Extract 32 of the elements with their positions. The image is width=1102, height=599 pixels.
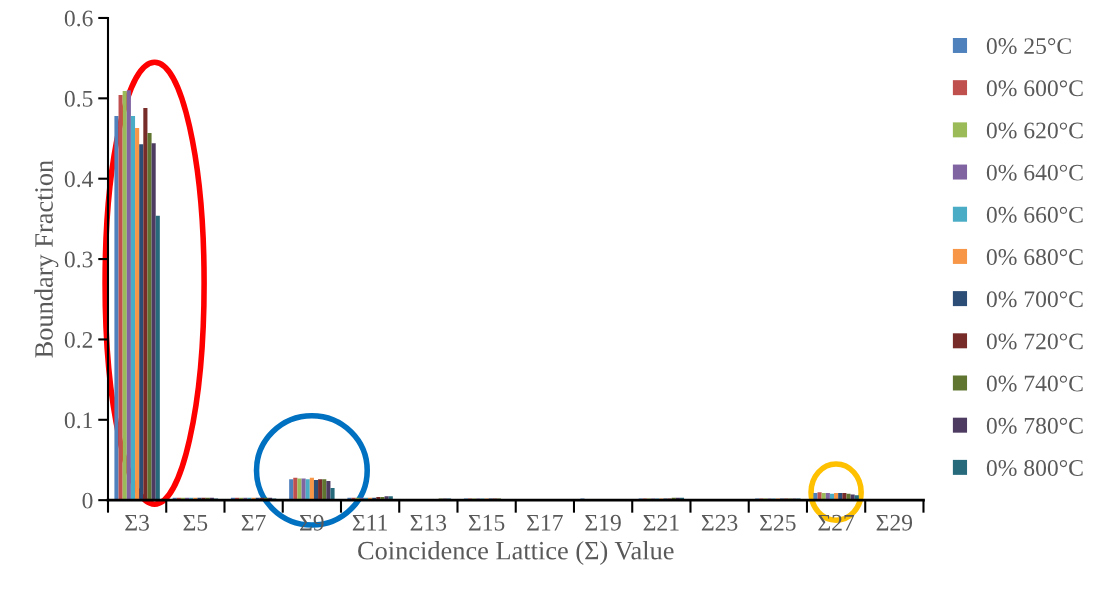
legend-label: 0% 25°C [986, 38, 1071, 55]
y-tick-label: 0.6 [64, 10, 93, 27]
x-tick-label: Σ21 [643, 514, 679, 531]
x-tick-label: Σ5 [183, 514, 208, 531]
y-tick-label: 0.4 [64, 171, 94, 188]
y-tick-label: 0.2 [64, 331, 93, 348]
legend-label: 0% 640°C [986, 164, 1083, 181]
x-tick-label: Σ3 [125, 514, 149, 531]
legend-label: 0% 780°C [986, 417, 1083, 434]
y-tick-label: 0.5 [64, 90, 93, 107]
legend-label: 0% 800°C [986, 459, 1083, 477]
x-tick-label: Σ17 [527, 514, 563, 531]
x-tick-label: Σ29 [876, 514, 913, 531]
x-tick-label: Σ19 [585, 514, 621, 531]
legend-label: 0% 720°C [986, 333, 1083, 350]
legend-label: 0% 700°C [986, 291, 1083, 308]
legend-label: 0% 740°C [986, 375, 1083, 392]
legend-label: 0% 620°C [986, 122, 1083, 139]
legend-label: 0% 600°C [986, 80, 1083, 97]
x-axis-title: Coincidence Lattice (Σ) Value [358, 541, 674, 565]
x-tick-label: Σ13 [410, 514, 447, 531]
x-tick-label: Σ15 [468, 514, 505, 531]
x-tick-label: Σ25 [760, 514, 796, 531]
y-tick-label: 0.3 [64, 251, 93, 268]
y-tick-label: 0 [82, 492, 93, 509]
x-tick-label: Σ23 [701, 514, 738, 531]
x-tick-label: Σ7 [241, 514, 266, 531]
y-axis-title: Boundary Fraction [34, 160, 59, 358]
x-tick-label: Σ11 [352, 514, 387, 531]
y-tick-label: 0.1 [64, 412, 92, 429]
legend-label: 0% 660°C [986, 206, 1083, 223]
legend-label: 0% 680°C [986, 249, 1083, 266]
